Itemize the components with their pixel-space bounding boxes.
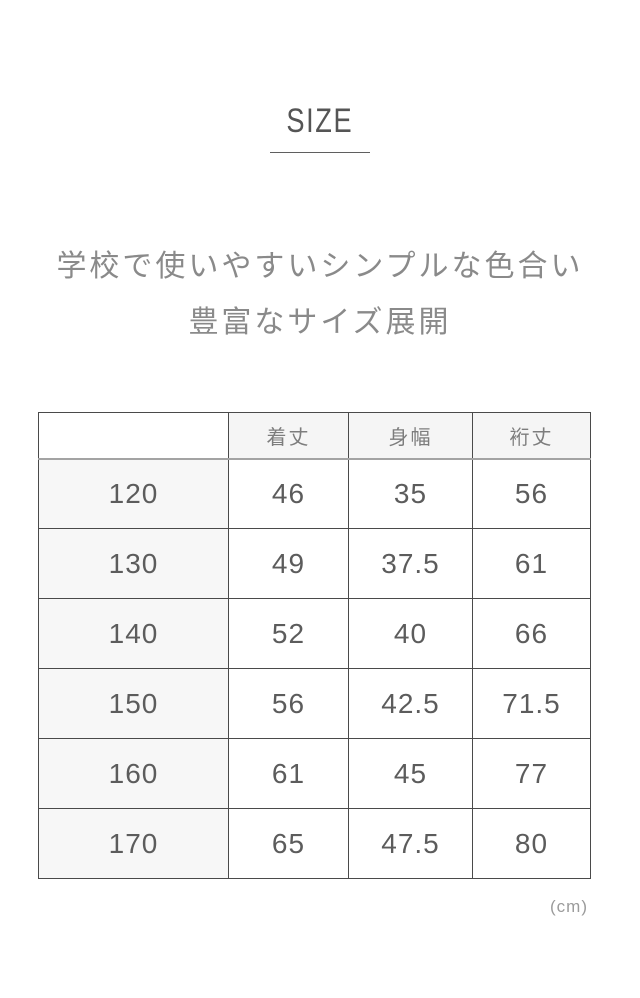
subtitle-line-1: 学校で使いやすいシンプルな色合い [56,250,584,283]
table-header-row: 着丈 身幅 裄丈 [38,412,591,460]
value-cell: 80 [472,808,591,879]
subtitle-line-2: 豊富なサイズ展開 [188,306,452,339]
size-cell: 160 [38,738,229,809]
table-row: 120 46 35 56 [38,458,591,529]
corner-cell [38,412,229,460]
column-header-yukitake: 裄丈 [472,412,591,460]
value-cell: 35 [348,458,473,529]
table-row: 160 61 45 77 [38,738,591,809]
value-cell: 56 [228,668,349,739]
value-cell: 42.5 [348,668,473,739]
size-cell: 120 [38,458,229,529]
value-cell: 40 [348,598,473,669]
column-header-mihaba: 身幅 [348,412,473,460]
value-cell: 66 [472,598,591,669]
table-row: 170 65 47.5 80 [38,808,591,879]
table-row: 130 49 37.5 61 [38,528,591,599]
value-cell: 61 [472,528,591,599]
column-header-kitake: 着丈 [228,412,349,460]
value-cell: 45 [348,738,473,809]
page-title: SIZE [286,102,354,140]
size-cell: 140 [38,598,229,669]
value-cell: 77 [472,738,591,809]
value-cell: 56 [472,458,591,529]
table-row: 150 56 42.5 71.5 [38,668,591,739]
value-cell: 65 [228,808,349,879]
unit-note: (cm) [550,897,588,916]
size-cell: 170 [38,808,229,879]
subtitle-section: 学校で使いやすいシンプルな色合い 豊富なサイズ展開 [0,239,640,351]
value-cell: 71.5 [472,668,591,739]
value-cell: 46 [228,458,349,529]
table-row: 140 52 40 66 [38,598,591,669]
value-cell: 49 [228,528,349,599]
size-cell: 130 [38,528,229,599]
value-cell: 52 [228,598,349,669]
title-underline [270,152,370,153]
value-cell: 37.5 [348,528,473,599]
value-cell: 47.5 [348,808,473,879]
size-table: 着丈 身幅 裄丈 120 46 35 56 130 49 37.5 61 140… [38,412,591,879]
size-cell: 150 [38,668,229,739]
title-section: SIZE [0,0,640,153]
value-cell: 61 [228,738,349,809]
